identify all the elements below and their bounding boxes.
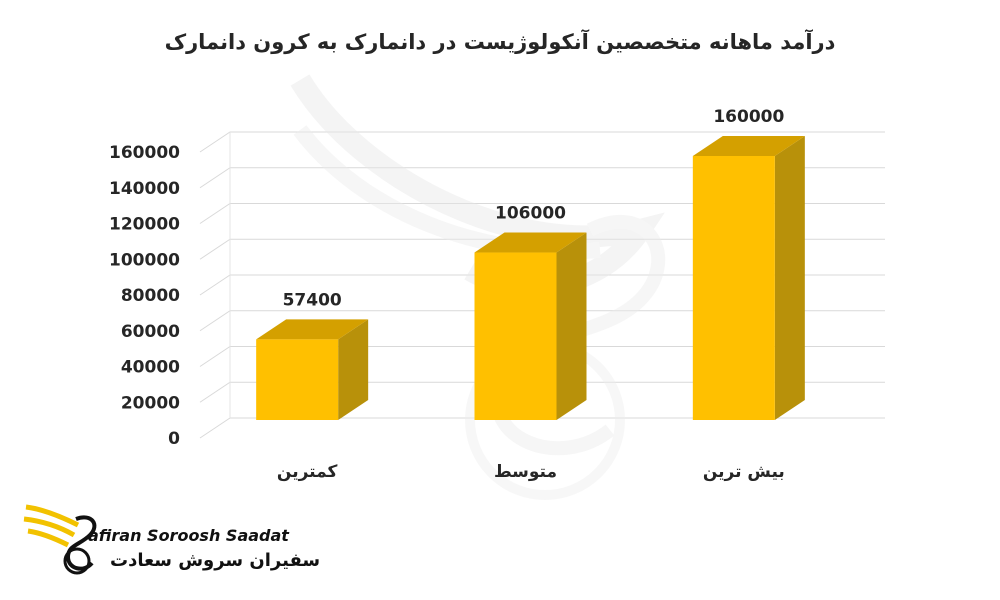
x-tick-label: متوسط — [494, 462, 557, 482]
logo-text-fa: سفیران سروش سعادت — [110, 550, 321, 571]
x-axis-ticks: کمترین متوسط بیش ترین — [277, 462, 785, 482]
bar-side — [338, 319, 369, 420]
y-tick-label: 60000 — [121, 322, 180, 342]
bar-top — [256, 319, 369, 340]
y-axis-ticks: 0 20000 40000 60000 80000 100000 120000 140000 1… — [109, 143, 180, 449]
swan-logo-icon — [23, 504, 97, 575]
data-label: 106000 — [495, 204, 566, 224]
y-tick-label: 0 — [168, 429, 180, 449]
bars — [256, 136, 805, 420]
y-tick-label: 20000 — [121, 393, 180, 413]
bar-front — [474, 252, 557, 420]
chart-title: درآمد ماهانه متخصصین آنکولوژیست در دانما… — [164, 30, 836, 54]
bar-front — [256, 339, 339, 420]
brand-logo: afiran Soroosh Saadat سفیران سروش سعادت — [22, 495, 320, 585]
grid-line — [199, 417, 885, 439]
bar-top — [692, 136, 805, 156]
y-tick-label: 120000 — [109, 215, 180, 235]
bar-side — [774, 136, 805, 420]
y-tick-label: 140000 — [109, 179, 180, 199]
bar — [692, 136, 805, 420]
data-label: 57400 — [283, 290, 342, 310]
bar — [474, 232, 587, 420]
x-tick-label: بیش ترین — [703, 462, 785, 482]
bar-front — [692, 156, 775, 420]
data-labels: 57400 106000 160000 — [283, 107, 785, 310]
bar — [256, 319, 369, 420]
x-tick-label: کمترین — [277, 462, 338, 482]
bar-top — [474, 232, 587, 253]
y-tick-label: 40000 — [121, 358, 180, 378]
y-tick-label: 100000 — [109, 250, 180, 270]
y-tick-label: 160000 — [109, 143, 180, 163]
logo-text-en: afiran Soroosh Saadat — [88, 526, 289, 545]
bar-side — [556, 232, 587, 420]
data-label: 160000 — [713, 107, 784, 127]
y-tick-label: 80000 — [121, 286, 180, 306]
grid-lines — [199, 131, 885, 439]
